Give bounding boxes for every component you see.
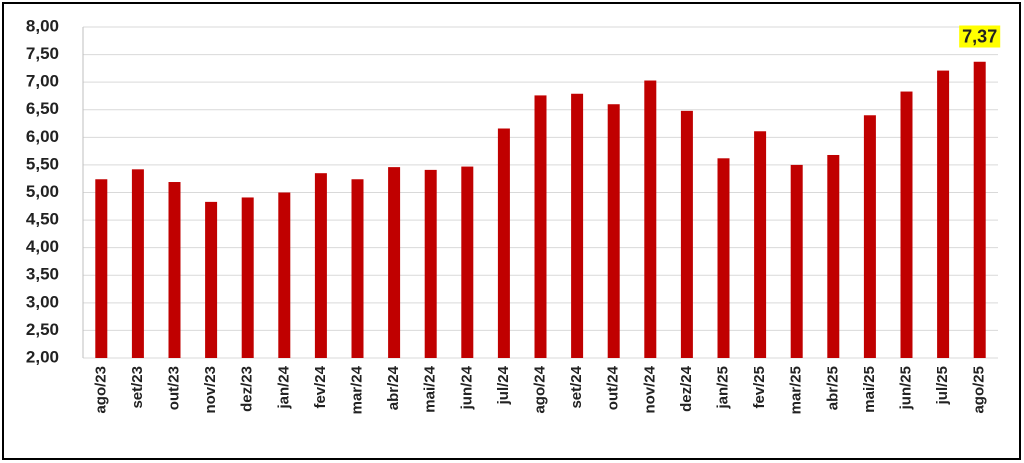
x-tick-label: abr/25 [824,366,841,410]
bar [424,169,437,358]
x-tick-label: set/24 [568,365,585,408]
x-tick-label: jan/25 [714,366,731,410]
x-tick-label: out/23 [165,366,182,410]
y-tick-label: 3,50 [26,265,59,284]
x-tick-label: fev/25 [751,366,768,409]
bar [900,91,913,359]
y-tick-label: 4,50 [26,210,59,229]
x-tick-label: ago/25 [971,366,988,414]
bar [497,128,510,358]
value-label: 7,37 [962,27,997,47]
bar [680,110,693,358]
x-tick-label: out/24 [605,365,622,410]
x-tick-label: mar/25 [788,366,805,414]
y-tick-label: 5,50 [26,154,59,173]
x-tick-label: nov/24 [641,365,658,413]
y-tick-label: 2,50 [26,320,59,339]
bar [973,61,986,358]
bar [790,164,803,358]
x-tick-label: mai/25 [861,366,878,413]
bar [205,201,218,358]
x-tick-label: dez/24 [678,365,695,412]
y-tick-label: 6,50 [26,99,59,118]
label-highlight [959,25,1001,48]
y-tick-label: 4,00 [26,237,59,256]
y-tick-label: 5,00 [26,182,59,201]
bar [937,70,950,358]
y-tick-label: 6,00 [26,127,59,146]
x-tick-label: ago/24 [531,365,548,413]
x-tick-label: dez/23 [239,366,256,412]
x-tick-label: jan/24 [275,365,292,409]
bar [754,131,767,358]
bar [644,80,657,359]
bar [241,197,254,358]
x-tick-label: jul/24 [495,365,512,405]
bar [607,104,620,358]
bar [388,167,401,358]
bar [717,158,730,358]
y-tick-label: 7,00 [26,72,59,91]
y-tick-label: 7,50 [26,44,59,63]
y-tick-label: 3,00 [26,292,59,311]
x-tick-label: fev/24 [312,365,329,408]
bar [131,169,144,358]
y-tick-label: 8,00 [26,16,59,35]
bar [863,115,876,359]
x-tick-label: mar/24 [348,365,365,414]
bar [534,95,547,358]
x-tick-label: ago/23 [92,366,109,414]
bar [827,154,840,358]
bar [95,179,108,358]
bar [571,93,584,359]
x-tick-label: jun/25 [897,366,914,410]
x-tick-label: nov/23 [202,366,219,414]
x-tick-label: jul/25 [934,366,951,405]
bar [314,173,327,358]
y-tick-label: 2,00 [26,347,59,366]
x-tick-label: mai/24 [422,365,439,412]
bar [351,179,364,358]
x-tick-label: set/23 [129,366,146,409]
x-tick-label: abr/24 [385,365,402,410]
x-tick-label: jun/24 [458,365,475,410]
bar [168,182,181,358]
bar [461,166,474,358]
bar [278,192,291,358]
